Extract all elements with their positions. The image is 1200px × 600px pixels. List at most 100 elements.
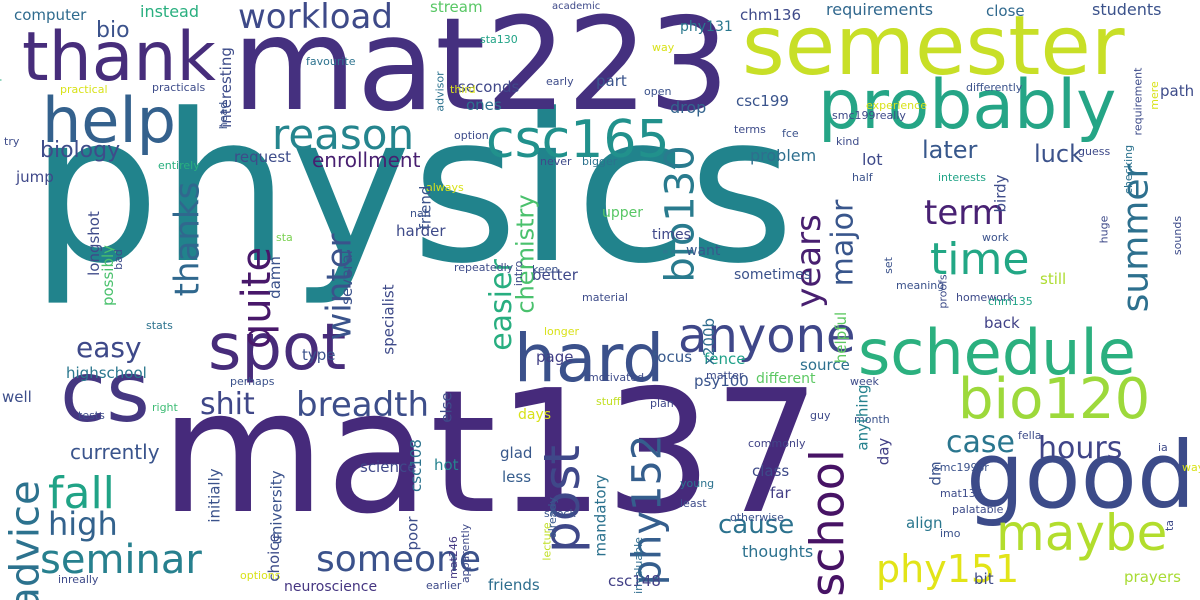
word: choice (264, 533, 283, 582)
word: anyone (678, 308, 856, 364)
word: class (752, 462, 790, 480)
word: jump (16, 168, 54, 186)
word: high (48, 505, 118, 543)
word: cause (718, 510, 795, 540)
word: spot (208, 311, 347, 385)
word: shit (200, 387, 255, 422)
word: fall (48, 468, 115, 519)
word: drop (670, 98, 707, 117)
word: otherwise (730, 511, 784, 524)
word: fce (782, 127, 799, 140)
word: fella (1018, 429, 1042, 442)
word: motivated (588, 371, 645, 384)
word: smc199really (832, 109, 906, 122)
word: friend (416, 185, 435, 230)
word: favourite (306, 55, 356, 68)
word: point (0, 53, 3, 82)
word: entirely (158, 159, 200, 172)
word: anything (853, 384, 872, 451)
word: mat137 (160, 354, 821, 552)
word: glad (500, 444, 533, 462)
word: open (644, 85, 672, 98)
word: practicals (152, 81, 206, 94)
word: ta (1163, 519, 1177, 532)
word: science (360, 458, 417, 476)
word: sounds (1171, 215, 1185, 256)
word: material (582, 291, 628, 304)
word: month (854, 413, 890, 426)
word: schedule (858, 316, 1136, 389)
word: seconds (458, 78, 520, 96)
word: already (546, 496, 560, 539)
word: experience (866, 99, 927, 112)
word: bio130 (657, 145, 704, 283)
word: third (450, 83, 476, 96)
word: differently (966, 81, 1023, 94)
word: meaning (896, 279, 945, 292)
word: currently (70, 440, 160, 464)
word: bit (974, 570, 994, 588)
word: work (982, 231, 1009, 244)
word: hot (434, 456, 459, 474)
word: set (881, 257, 895, 274)
word: align (906, 514, 943, 532)
word: phy131 (680, 19, 733, 35)
word: never (540, 155, 572, 168)
word: interests (938, 171, 986, 184)
word: csc199 (736, 92, 789, 110)
word: thoughts (742, 542, 814, 561)
word: path (1160, 82, 1195, 100)
word: requirement (1131, 67, 1145, 136)
word: requirements (826, 0, 934, 19)
word: someone (316, 539, 481, 580)
word: option (454, 129, 489, 142)
word: right (152, 401, 178, 414)
word: highschool (66, 364, 147, 382)
word: dm (926, 461, 945, 486)
word: years (788, 214, 829, 308)
word: case (946, 425, 1015, 460)
word: semester (742, 0, 1125, 94)
word: type (302, 346, 336, 364)
word: half (852, 171, 873, 184)
word: inreally (58, 573, 99, 586)
word: sta130 (480, 33, 518, 46)
word: x200b (700, 317, 719, 366)
word: least (680, 497, 707, 510)
word: times (652, 227, 691, 243)
word: bio (96, 18, 130, 43)
word: stream (430, 0, 483, 16)
word: cs (60, 343, 150, 441)
word: different (756, 371, 816, 387)
word: reason (272, 110, 415, 159)
word: hours (1038, 431, 1123, 466)
word: proofs (936, 274, 950, 309)
word: advisor (433, 71, 447, 112)
word: enrollment (312, 148, 421, 172)
word: friends (488, 576, 540, 594)
word: week (850, 375, 879, 388)
word: poor (403, 516, 422, 551)
word: better (532, 266, 578, 284)
word: major (825, 199, 861, 287)
word: options (240, 569, 281, 582)
word: ia (1158, 441, 1168, 454)
word: ways (1182, 461, 1200, 474)
word: matter (706, 369, 744, 382)
word: stuff (596, 395, 621, 408)
word: prayers (1124, 568, 1181, 586)
word: probably (818, 66, 1117, 145)
word: sta (276, 231, 293, 244)
word: phy151 (876, 547, 1020, 591)
word: mat246 (446, 536, 460, 579)
word: stats (146, 319, 173, 332)
word: physics (30, 71, 795, 309)
word: homework (956, 291, 1014, 304)
word: lot (862, 150, 883, 169)
word: close (986, 2, 1025, 20)
word: bad (111, 249, 125, 270)
word: psy100 (694, 372, 749, 390)
word: repeatedly (454, 261, 514, 274)
word: want (686, 243, 721, 259)
word: mat223 (232, 0, 730, 140)
